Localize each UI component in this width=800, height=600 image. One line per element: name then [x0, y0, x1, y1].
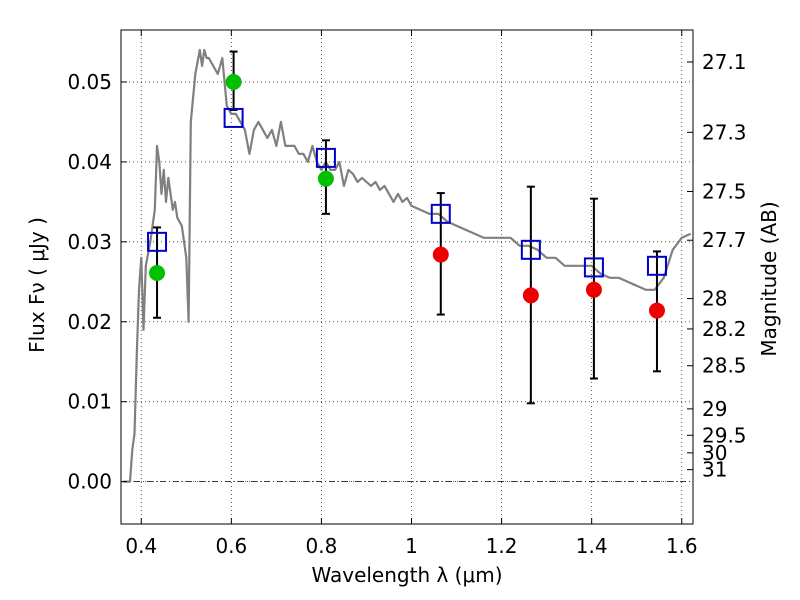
- right-axis-label: Magnitude (AB): [757, 201, 781, 356]
- right-tick-label: 27.1: [702, 50, 747, 74]
- grid-layer: [121, 30, 693, 524]
- x-tick-label: 0.6: [215, 534, 247, 558]
- data-point: [585, 281, 602, 298]
- data-point: [648, 302, 665, 319]
- x-tick-label: 1.6: [666, 534, 698, 558]
- right-tick-label: 30: [702, 441, 727, 465]
- data-point: [317, 170, 334, 187]
- y-tick-label: 0.04: [67, 150, 112, 174]
- right-tick-label: 28.5: [702, 354, 747, 378]
- right-tick-label: 29.5: [702, 423, 747, 447]
- y-tick-label: 0.05: [67, 70, 112, 94]
- x-tick-label: 0.8: [306, 534, 338, 558]
- right-tick-label: 27.3: [702, 120, 747, 144]
- model-square-point: [520, 239, 541, 260]
- model-square-point: [223, 107, 244, 128]
- model-square-point: [646, 255, 667, 276]
- data-point: [149, 265, 166, 282]
- right-tick-label: 28: [702, 287, 727, 311]
- right-tick-label: 28.2: [702, 317, 747, 341]
- x-tick-label: 1.4: [576, 534, 608, 558]
- model-square-point: [430, 203, 451, 224]
- right-tick-label: 27.5: [702, 179, 747, 203]
- model-square-point: [315, 147, 336, 168]
- model-square-point: [147, 231, 168, 252]
- data-point: [522, 287, 539, 304]
- right-tick-label: 27.7: [702, 228, 747, 252]
- x-axis-label: Wavelength λ (μm): [311, 563, 502, 587]
- data-point: [432, 246, 449, 263]
- right-tick-label: 31: [702, 458, 727, 482]
- right-tick-label: 29: [702, 397, 727, 421]
- spectrum-line: [123, 48, 692, 483]
- plot-layer: [123, 48, 692, 483]
- tick-layer: 0.4 0.6 0.8 1 1.2 1.4 1.6 0.00 0.01 0.02 0.03 0.04 0…: [67, 30, 747, 558]
- y-tick-label: 0.01: [67, 390, 112, 414]
- x-tick-label: 0.4: [125, 534, 157, 558]
- y-tick-label: 0.00: [67, 470, 112, 494]
- y-axis-label: Flux Fν ( μJy ): [25, 217, 49, 353]
- y-tick-label: 0.02: [67, 310, 112, 334]
- x-tick-label: 1: [405, 534, 418, 558]
- y-tick-label: 0.03: [67, 230, 112, 254]
- plot-frame: [120, 29, 694, 525]
- data-point: [225, 73, 242, 90]
- x-tick-label: 1.2: [486, 534, 518, 558]
- model-square-point: [583, 257, 604, 278]
